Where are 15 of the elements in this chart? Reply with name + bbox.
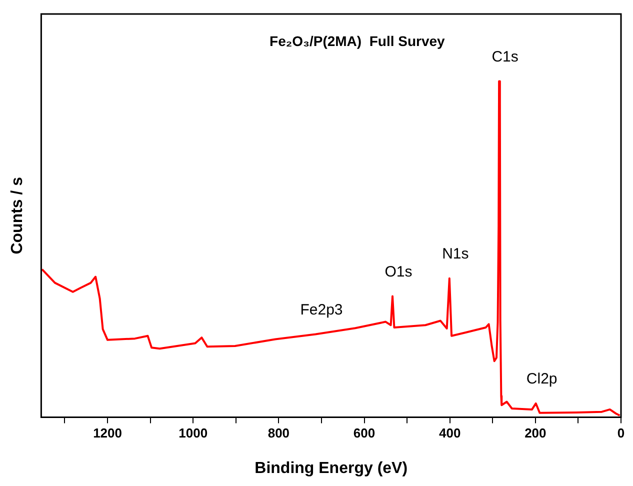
- annotation: O1s: [384, 263, 412, 280]
- x-tick-label: 200: [524, 426, 546, 441]
- x-tick-label: 1200: [93, 426, 122, 441]
- y-axis-title: Counts / s: [9, 176, 26, 254]
- chart-title: Fe₂O₃/P(2MA) Full Survey: [270, 32, 446, 49]
- x-tick-label: 1000: [178, 426, 208, 441]
- x-axis-title: Binding Energy (eV): [254, 460, 408, 477]
- x-tick-label: 400: [438, 426, 461, 441]
- annotation: C1s: [492, 48, 518, 66]
- x-tick-label: 800: [268, 426, 290, 441]
- x-tick-label: 0: [617, 426, 625, 441]
- annotation: N1s: [442, 246, 469, 263]
- x-tick-label: 600: [353, 426, 376, 441]
- annotation: Fe2p3: [300, 301, 343, 318]
- annotation: Cl2p: [526, 370, 558, 388]
